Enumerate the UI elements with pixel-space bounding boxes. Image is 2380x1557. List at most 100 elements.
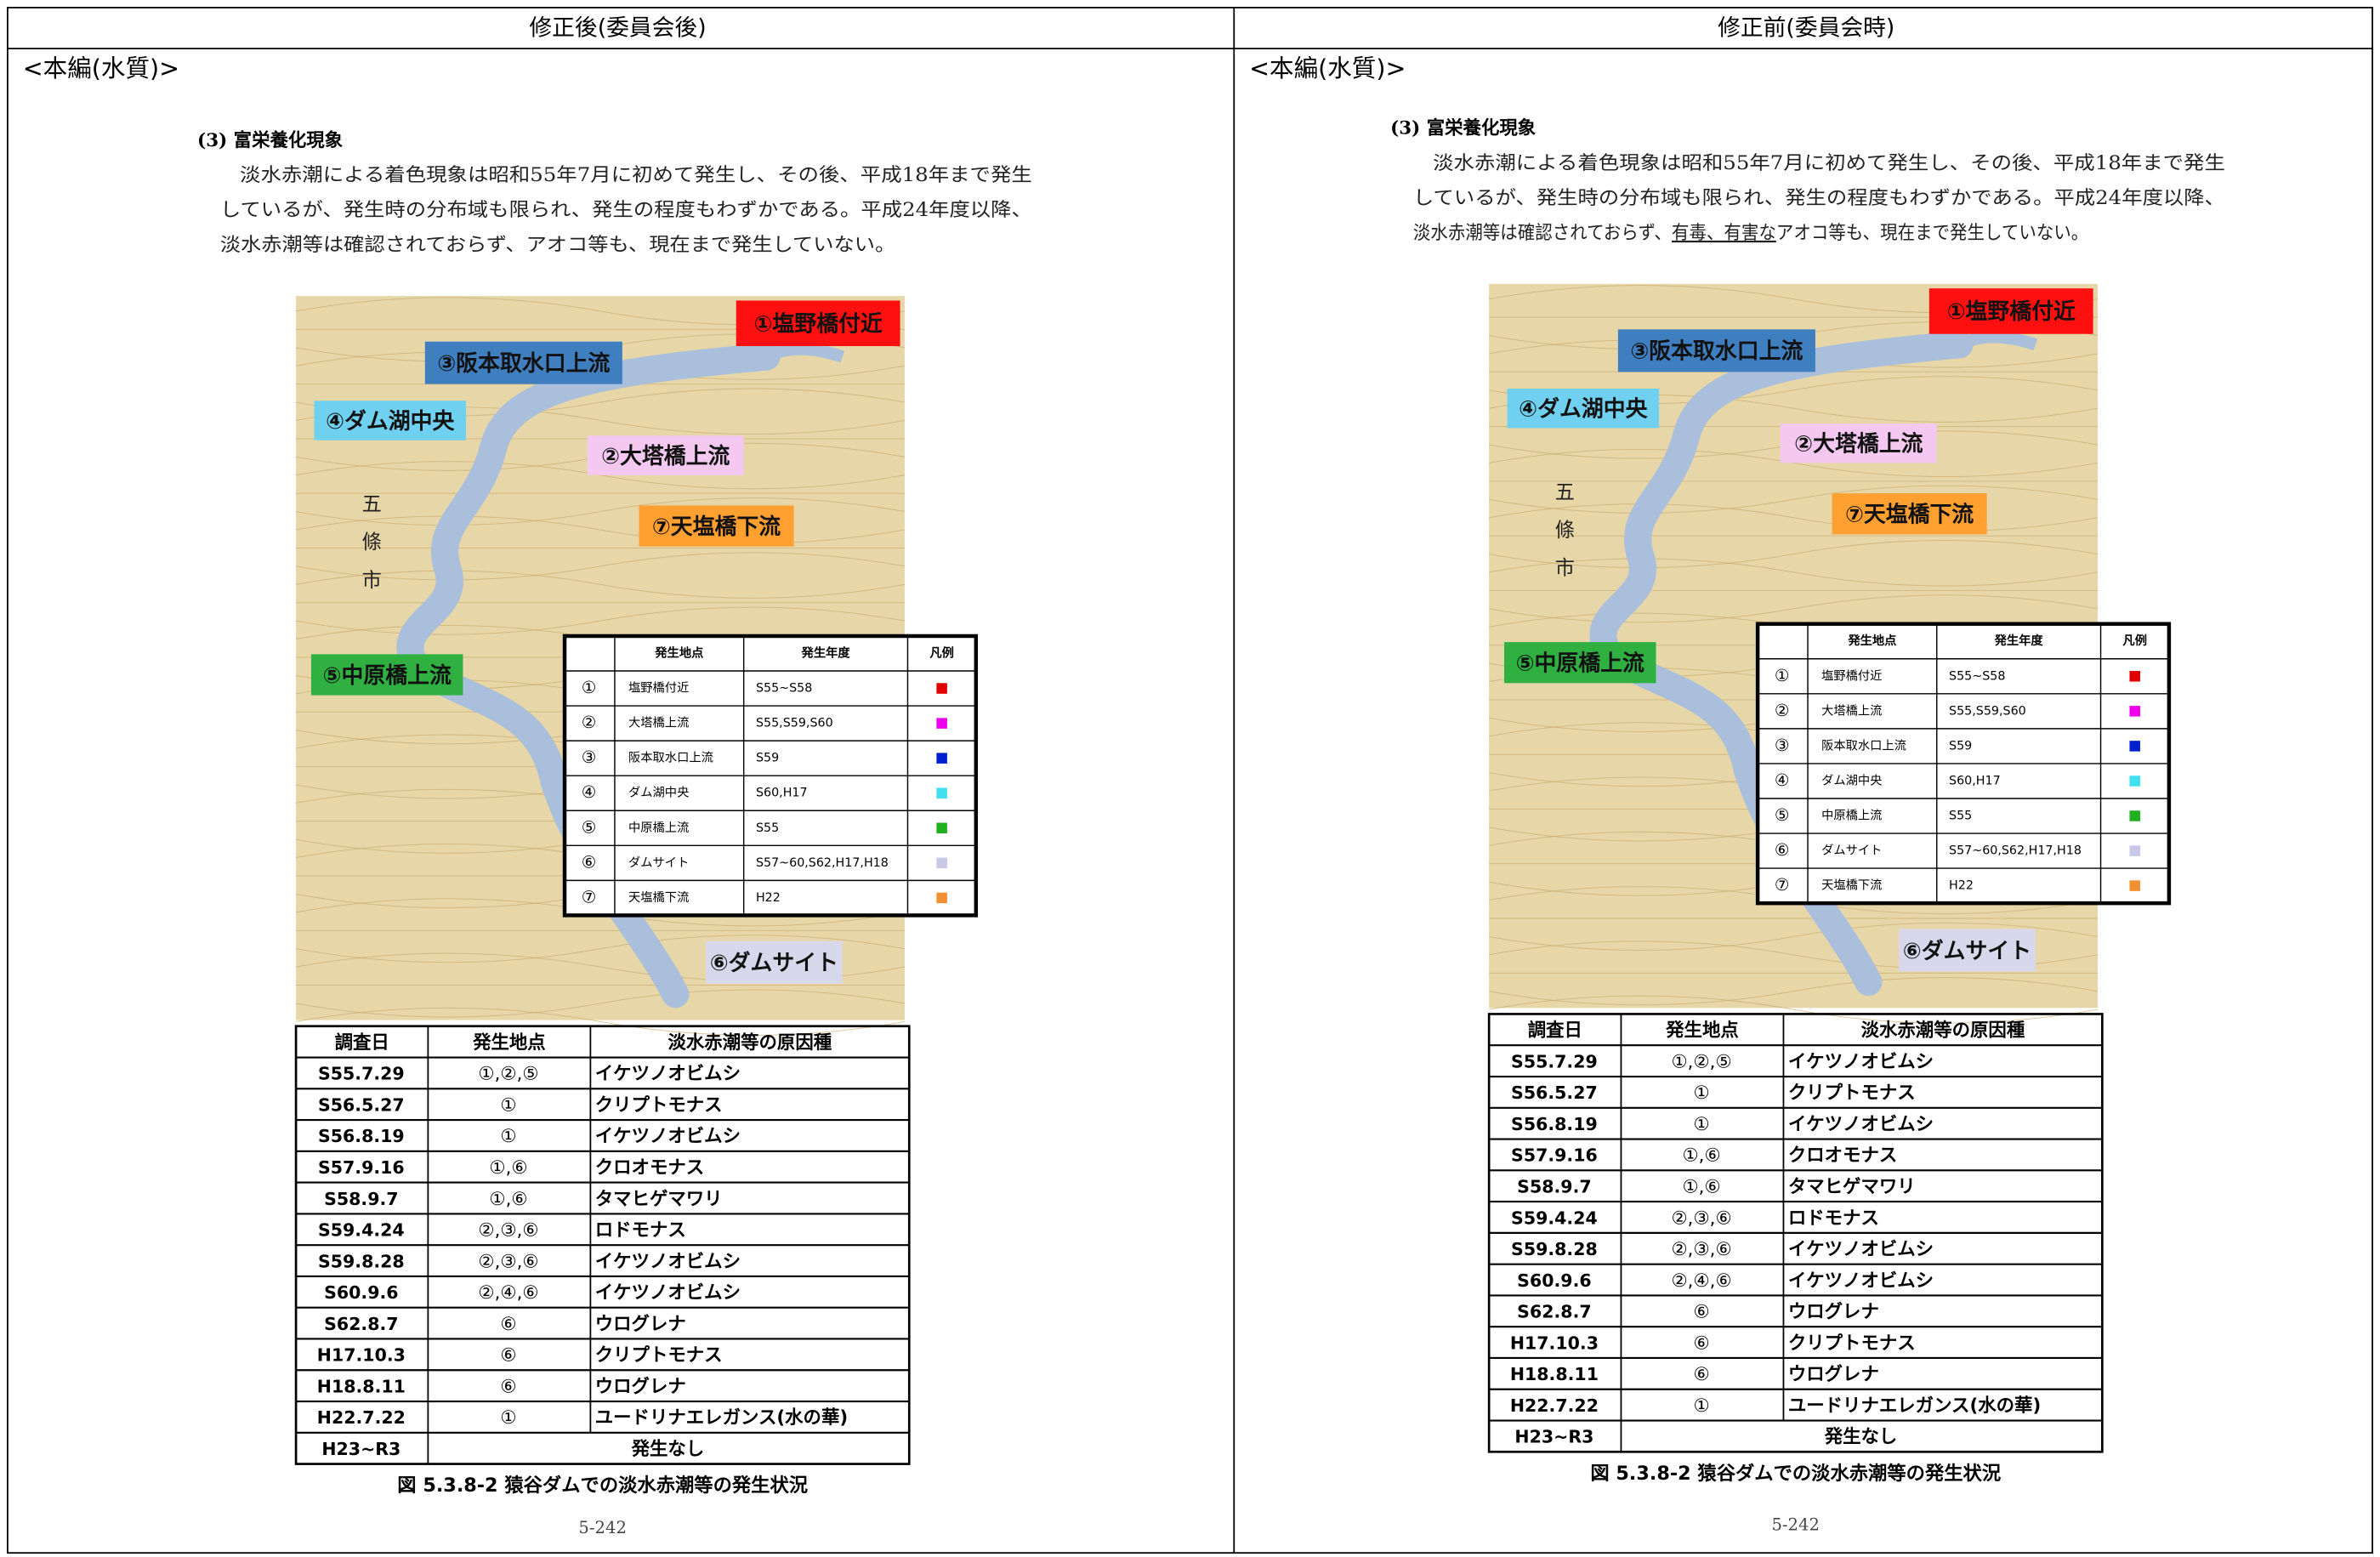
table-date: H17.10.3 — [1510, 1333, 1599, 1353]
table-header: 調査日 — [335, 1031, 389, 1054]
legend-site: 塩野橋付近 — [1821, 668, 1882, 683]
table-species: クロオモナス — [1788, 1145, 1897, 1167]
paragraph-text: 有毒、有害な — [1672, 222, 1776, 244]
table-site: ⑥ — [1693, 1333, 1709, 1354]
map-place-name: 五條市 — [1551, 481, 1575, 595]
table-species: ウログレナ — [595, 1375, 686, 1397]
map-label: ①塩野橋付近 — [1947, 299, 2076, 325]
legend-site: ダム湖中央 — [1821, 773, 1882, 787]
legend-number: ⑦ — [1775, 875, 1790, 895]
heading: (3) 富栄養化現象 — [1390, 117, 1536, 139]
map-label: ③阪本取水口上流 — [1630, 339, 1803, 365]
table-site: ① — [500, 1126, 516, 1147]
table-date: S57.9.16 — [318, 1157, 405, 1178]
figure-caption: 図 5.3.8-2 猿谷ダムでの淡水赤潮等の発生状況 — [1590, 1462, 2001, 1485]
legend-number: ② — [1775, 701, 1790, 720]
map-label: ⑤中原橋上流 — [323, 663, 452, 689]
legend-number: ② — [582, 713, 597, 732]
table-date: S60.9.6 — [324, 1282, 398, 1303]
legend-swatch — [936, 787, 946, 798]
column-header: 修正後(委員会後) — [529, 14, 706, 41]
table-merged: 発生なし — [631, 1439, 705, 1460]
table-site: ①,⑥ — [1682, 1145, 1720, 1167]
table-species: クリプトモナス — [1788, 1333, 1916, 1354]
table-site: ① — [1693, 1083, 1709, 1104]
paragraph-text: 淡水赤潮による着色現象は昭和55年7月に初めて発生し、その後、平成18年まで発生 — [1433, 152, 2225, 174]
table-header: 発生地点 — [472, 1031, 546, 1054]
legend-swatch — [936, 823, 946, 833]
table-species: イケツノオビムシ — [1788, 1239, 1934, 1260]
legend-year: S57~60,S62,H17,H18 — [756, 856, 889, 870]
table-species: ユードリナエレガンス(水の華) — [1788, 1395, 2041, 1417]
table-species: ロドモナス — [1788, 1208, 1879, 1229]
legend-header: 凡例 — [2122, 633, 2147, 648]
table-site: ① — [1693, 1395, 1709, 1417]
legend-year: H22 — [756, 891, 781, 905]
legend-swatch — [2129, 880, 2139, 890]
table-date: S60.9.6 — [1517, 1270, 1591, 1291]
legend-site: ダムサイト — [1821, 844, 1882, 858]
legend-site: 大塔橋上流 — [628, 716, 689, 730]
paragraph-line: 淡水赤潮等は確認されておらず、アオコ等も、現在まで発生していない。 — [220, 234, 895, 256]
table-site: ②,④,⑥ — [1671, 1270, 1731, 1292]
legend-swatch — [936, 893, 946, 903]
table-date: S58.9.7 — [324, 1189, 398, 1209]
table-site: ①,②,⑤ — [1671, 1051, 1731, 1072]
table-site: ⑥ — [1693, 1364, 1709, 1385]
paragraph-text: 淡水赤潮による着色現象は昭和55年7月に初めて発生し、その後、平成18年まで発生 — [240, 164, 1032, 186]
table-header: 発生地点 — [1665, 1020, 1739, 1042]
table-site: ②,③,⑥ — [478, 1220, 538, 1242]
figure-caption: 図 5.3.8-2 猿谷ダムでの淡水赤潮等の発生状況 — [397, 1474, 808, 1497]
table-species: ウログレナ — [1788, 1363, 1879, 1385]
table-date: H22.7.22 — [317, 1407, 406, 1428]
legend-header: 発生年度 — [1994, 633, 2044, 648]
legend-swatch — [936, 753, 946, 763]
section-label: <本編(水質)> — [23, 54, 179, 82]
table-date: S55.7.29 — [1511, 1051, 1598, 1071]
document: 修正後(委員会後) <本編(水質)> (3) 富栄養化現象淡水赤潮による着色現象は昭… — [0, 0, 2380, 1557]
table-species: イケツノオビムシ — [595, 1126, 741, 1147]
legend-year: S59 — [1949, 739, 1972, 753]
legend-header: 発生年度 — [801, 645, 851, 660]
heading: (3) 富栄養化現象 — [197, 129, 344, 151]
table-date: S56.5.27 — [1511, 1083, 1598, 1103]
paragraph-text: 淡水赤潮等は確認されておらず、アオコ等も、現在まで発生していない。 — [220, 234, 895, 256]
legend-site: 中原橋上流 — [1821, 809, 1882, 823]
column-header: 修正前(委員会時) — [1718, 14, 1894, 41]
table-date: S59.8.28 — [1511, 1239, 1598, 1259]
legend-year: S55~S58 — [1949, 669, 2005, 683]
legend-site: 阪本取水口上流 — [1821, 738, 1906, 753]
paragraph-line: 淡水赤潮等は確認されておらず、有毒、有害なアオコ等も、現在まで発生していない。 — [1413, 222, 2088, 244]
table-date: H22.7.22 — [1510, 1395, 1599, 1416]
legend-site: 中原橋上流 — [628, 821, 689, 835]
legend-number: ① — [1775, 666, 1790, 685]
table-header: 淡水赤潮等の原因種 — [1861, 1020, 2025, 1042]
table-species: クリプトモナス — [595, 1094, 723, 1116]
table-date: S59.4.24 — [1511, 1208, 1598, 1228]
paragraph-line: 淡水赤潮による着色現象は昭和55年7月に初めて発生し、その後、平成18年まで発生 — [240, 164, 1032, 186]
legend-swatch — [936, 718, 946, 728]
page-number: 5-242 — [1771, 1515, 1820, 1535]
table-species: タマヒゲマワリ — [1788, 1177, 1916, 1198]
legend-site: 大塔橋上流 — [1821, 703, 1882, 718]
paragraph-line: しているが、発生時の分布域も限られ、発生の程度もわずかである。平成24年度以降、 — [220, 199, 1032, 221]
legend-swatch — [936, 683, 946, 693]
paragraph-text: しているが、発生時の分布域も限られ、発生の程度もわずかである。平成24年度以降、 — [1413, 187, 2225, 209]
legend-number: ⑥ — [582, 852, 597, 872]
table-site: ②,③,⑥ — [478, 1251, 538, 1272]
table-site: ⑥ — [500, 1376, 516, 1397]
legend-swatch — [2129, 706, 2139, 716]
map-label: ②大塔橋上流 — [1794, 432, 1923, 457]
legend-site: ダム湖中央 — [628, 786, 689, 800]
table-merged: 発生なし — [1824, 1427, 1898, 1448]
table-site: ⑥ — [500, 1314, 516, 1335]
legend-year: S57~60,S62,H17,H18 — [1949, 844, 2082, 858]
map-label: ④ダム湖中央 — [326, 408, 454, 435]
legend-swatch — [936, 858, 946, 868]
legend-number: ③ — [582, 747, 597, 767]
table-date: S55.7.29 — [318, 1064, 405, 1084]
table-species: ユードリナエレガンス(水の華) — [595, 1407, 848, 1429]
legend-swatch — [2129, 845, 2139, 855]
table-date: S58.9.7 — [1517, 1177, 1591, 1197]
legend-year: S59 — [756, 752, 779, 765]
